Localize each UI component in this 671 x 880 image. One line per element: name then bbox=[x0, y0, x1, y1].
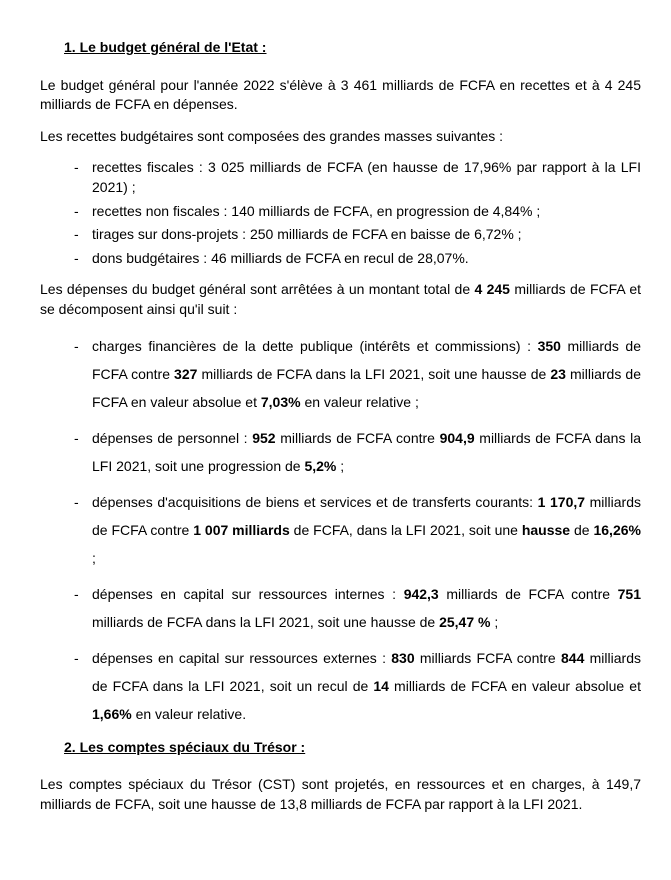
value: 1 007 milliards bbox=[193, 522, 290, 538]
value: 1 170,7 bbox=[538, 494, 585, 510]
value: 14 bbox=[373, 678, 389, 694]
text: en valeur relative ; bbox=[301, 394, 419, 410]
value: 16,26% bbox=[593, 522, 640, 538]
list-item: dépenses en capital sur ressources inter… bbox=[74, 580, 641, 636]
section-2-heading: 2. Les comptes spéciaux du Trésor : bbox=[64, 738, 641, 758]
list-item: dépenses en capital sur ressources exter… bbox=[74, 644, 641, 728]
recettes-list: recettes fiscales : 3 025 milliards de F… bbox=[40, 158, 641, 268]
text: ; bbox=[92, 550, 96, 566]
value: 327 bbox=[174, 366, 197, 382]
list-item: dépenses de personnel : 952 milliards de… bbox=[74, 424, 641, 480]
list-item: dépenses d'acquisitions de biens et serv… bbox=[74, 488, 641, 572]
text: en valeur relative. bbox=[132, 706, 246, 722]
text: dépenses en capital sur ressources inter… bbox=[92, 586, 404, 602]
text: charges financières de la dette publique… bbox=[92, 338, 538, 354]
text: Les dépenses du budget général sont arrê… bbox=[40, 281, 474, 297]
list-item: charges financières de la dette publique… bbox=[74, 332, 641, 416]
value: 751 bbox=[618, 586, 641, 602]
value: 942,3 bbox=[404, 586, 439, 602]
text: ; bbox=[490, 614, 498, 630]
value: 4 245 bbox=[474, 281, 510, 297]
text: dépenses d'acquisitions de biens et serv… bbox=[92, 494, 538, 510]
intro-paragraph-1: Le budget général pour l'année 2022 s'él… bbox=[40, 76, 641, 115]
text: milliards de FCFA dans la LFI 2021, soit… bbox=[197, 366, 550, 382]
list-item: dons budgétaires : 46 milliards de FCFA … bbox=[74, 249, 641, 269]
value: 830 bbox=[391, 650, 414, 666]
text: milliards de FCFA contre bbox=[439, 586, 618, 602]
text: de bbox=[570, 522, 593, 538]
text: dépenses en capital sur ressources exter… bbox=[92, 650, 391, 666]
depenses-intro-paragraph: Les dépenses du budget général sont arrê… bbox=[40, 280, 641, 319]
value: 904,9 bbox=[440, 430, 475, 446]
text: milliards FCFA contre bbox=[415, 650, 561, 666]
value: 1,66% bbox=[92, 706, 132, 722]
value: 350 bbox=[538, 338, 561, 354]
text: dépenses de personnel : bbox=[92, 430, 252, 446]
value: 7,03% bbox=[261, 394, 301, 410]
value: hausse bbox=[522, 522, 570, 538]
value: 25,47 % bbox=[439, 614, 490, 630]
text: milliards de FCFA dans la LFI 2021, soit… bbox=[92, 614, 439, 630]
intro-paragraph-2: Les recettes budgétaires sont composées … bbox=[40, 127, 641, 147]
text: milliards de FCFA contre bbox=[276, 430, 440, 446]
list-item: recettes fiscales : 3 025 milliards de F… bbox=[74, 158, 641, 197]
list-item: recettes non fiscales : 140 milliards de… bbox=[74, 202, 641, 222]
value: 5,2% bbox=[304, 458, 336, 474]
depenses-list: charges financières de la dette publique… bbox=[40, 332, 641, 728]
text: de FCFA, dans la LFI 2021, soit une bbox=[290, 522, 522, 538]
value: 952 bbox=[252, 430, 275, 446]
list-item: tirages sur dons-projets : 250 milliards… bbox=[74, 225, 641, 245]
value: 844 bbox=[561, 650, 584, 666]
tresor-paragraph: Les comptes spéciaux du Trésor (CST) son… bbox=[40, 775, 641, 814]
text: milliards de FCFA en valeur absolue et bbox=[389, 678, 641, 694]
value: 23 bbox=[550, 366, 566, 382]
section-1-heading: 1. Le budget général de l'Etat : bbox=[64, 38, 641, 58]
text: ; bbox=[336, 458, 344, 474]
